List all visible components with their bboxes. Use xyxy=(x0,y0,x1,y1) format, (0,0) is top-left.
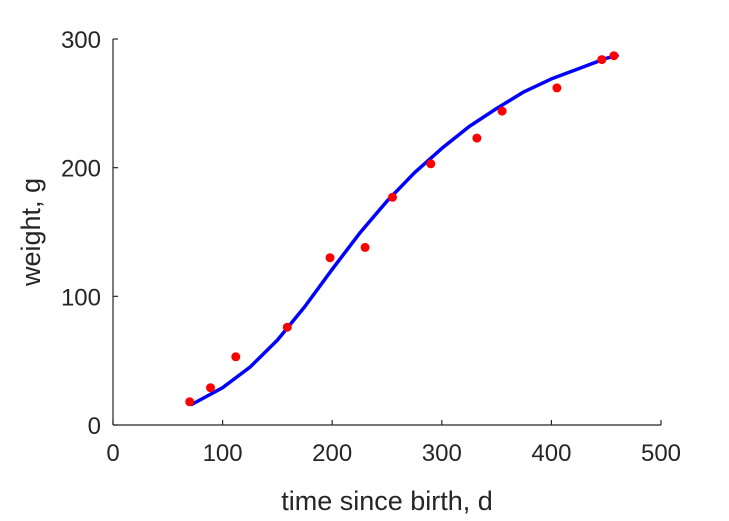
data-point xyxy=(360,242,370,252)
axis-tick-labels: 0 100 200 300 400 500 0 100 200 300 xyxy=(61,27,681,467)
data-point xyxy=(206,383,215,393)
series-layer xyxy=(185,51,619,407)
data-point xyxy=(185,397,195,407)
x-tick-label: 100 xyxy=(203,440,243,467)
data-point xyxy=(609,51,619,61)
x-axis-label: time since birth, d xyxy=(281,486,493,516)
data-point xyxy=(325,253,335,263)
data-point xyxy=(231,352,241,362)
data-point xyxy=(497,106,507,116)
data-point xyxy=(282,322,292,332)
data-point xyxy=(388,192,397,202)
axis-ticks xyxy=(112,38,662,426)
data-point xyxy=(552,83,562,93)
y-tick-label: 300 xyxy=(61,27,101,54)
y-axis-label: weight, g xyxy=(16,178,46,287)
plot-area: 0 100 200 300 400 500 0 100 200 300 xyxy=(61,27,681,467)
data-point xyxy=(597,55,607,65)
data-point xyxy=(426,159,436,169)
y-tick-label: 200 xyxy=(61,156,101,183)
y-tick-label: 0 xyxy=(88,413,101,440)
x-tick-label: 200 xyxy=(312,440,352,467)
fitted-curve xyxy=(190,53,619,407)
x-tick-label: 400 xyxy=(531,440,571,467)
x-tick-label: 0 xyxy=(106,440,119,467)
x-tick-label: 500 xyxy=(641,440,681,467)
data-point xyxy=(472,133,482,143)
x-tick-label: 300 xyxy=(422,440,462,467)
y-tick-label: 100 xyxy=(61,284,101,311)
